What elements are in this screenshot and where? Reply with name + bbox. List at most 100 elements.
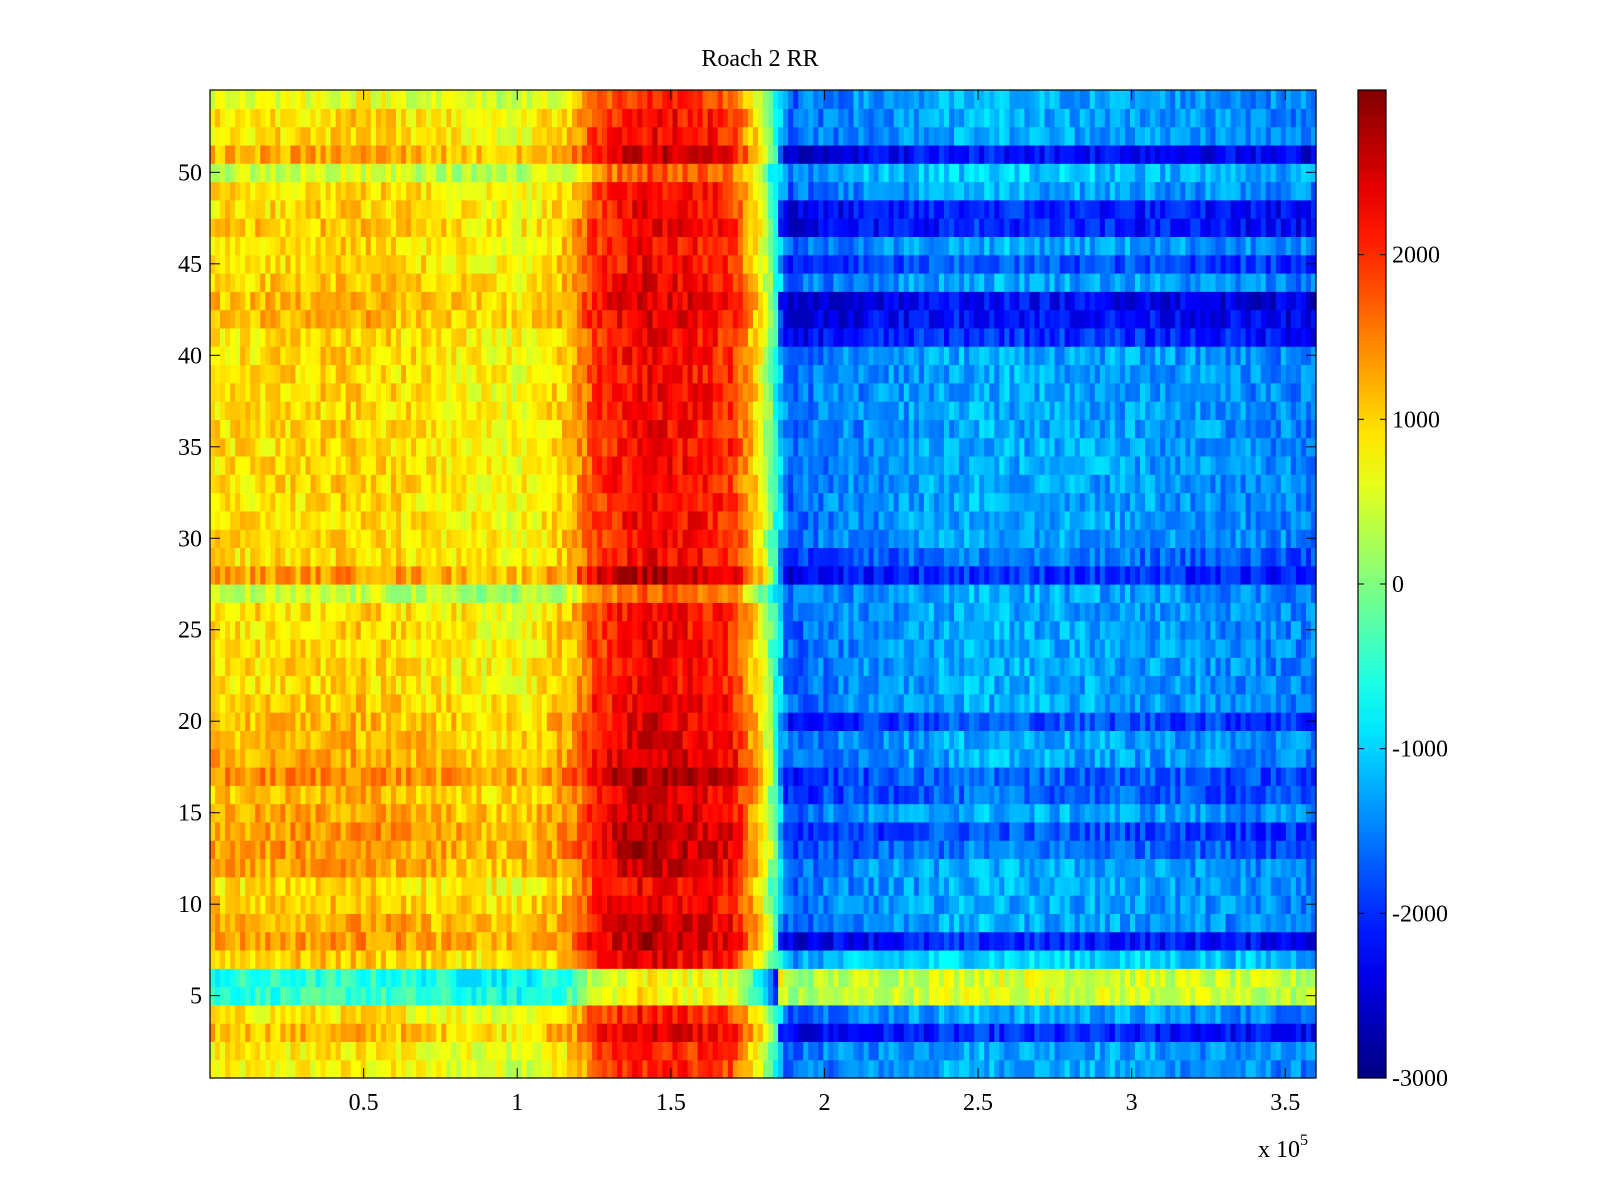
heatmap-cell bbox=[788, 1004, 794, 1024]
heatmap-cell bbox=[531, 876, 538, 896]
heatmap-cell bbox=[984, 876, 990, 896]
heatmap-cell bbox=[416, 913, 422, 933]
heatmap-cell bbox=[426, 1041, 432, 1061]
heatmap-cell bbox=[1004, 748, 1010, 768]
heatmap-cell bbox=[456, 1023, 462, 1043]
heatmap-cell bbox=[587, 913, 593, 933]
heatmap-cell bbox=[1225, 766, 1232, 786]
heatmap-cell bbox=[632, 657, 638, 677]
heatmap-cell bbox=[974, 895, 980, 914]
heatmap-cell bbox=[617, 913, 623, 933]
heatmap-cell bbox=[1300, 913, 1307, 933]
heatmap-cell bbox=[632, 785, 638, 805]
heatmap-cell bbox=[943, 657, 950, 677]
heatmap-cell bbox=[964, 895, 970, 914]
heatmap-cell bbox=[1170, 1059, 1176, 1079]
heatmap-cell bbox=[798, 785, 804, 805]
heatmap-cell bbox=[1195, 858, 1201, 878]
heatmap-cell bbox=[742, 840, 749, 860]
heatmap-cell bbox=[1240, 895, 1247, 914]
heatmap-cell bbox=[1190, 949, 1196, 969]
heatmap-cell bbox=[305, 712, 312, 731]
heatmap-cell bbox=[541, 1041, 548, 1061]
heatmap-cell bbox=[1034, 712, 1041, 731]
heatmap-cell bbox=[431, 657, 437, 677]
heatmap-cell bbox=[1129, 968, 1136, 988]
heatmap-cell bbox=[602, 785, 608, 805]
heatmap-cell bbox=[979, 1041, 985, 1061]
heatmap-cell bbox=[446, 821, 452, 841]
heatmap-cell bbox=[1124, 693, 1131, 713]
heatmap-cell bbox=[803, 803, 809, 823]
heatmap-cell bbox=[1034, 1041, 1041, 1061]
heatmap-cell bbox=[556, 803, 563, 823]
heatmap-cell bbox=[1114, 1023, 1121, 1043]
heatmap-cell bbox=[1265, 913, 1272, 933]
heatmap-cell bbox=[426, 693, 432, 713]
heatmap-cell bbox=[345, 895, 352, 914]
heatmap-cell bbox=[330, 712, 337, 731]
heatmap-cell bbox=[642, 876, 648, 896]
heatmap-cell bbox=[597, 657, 603, 677]
heatmap-cell bbox=[959, 766, 965, 786]
heatmap-cell bbox=[526, 876, 533, 896]
heatmap-cell bbox=[964, 931, 970, 951]
heatmap-cell bbox=[778, 693, 784, 713]
heatmap-cell bbox=[1084, 821, 1091, 841]
heatmap-cell bbox=[471, 766, 478, 786]
heatmap-cell bbox=[602, 1004, 608, 1024]
heatmap-cell bbox=[501, 693, 508, 713]
heatmap-cell bbox=[245, 840, 251, 860]
heatmap-cell bbox=[310, 986, 317, 1006]
heatmap-cell bbox=[863, 1023, 870, 1043]
heatmap-cell bbox=[727, 949, 734, 969]
heatmap-cell bbox=[747, 803, 754, 823]
heatmap-cell bbox=[1280, 730, 1287, 750]
heatmap-cell bbox=[838, 913, 845, 933]
heatmap-cell bbox=[345, 986, 352, 1006]
heatmap-cell bbox=[536, 730, 543, 750]
heatmap-cell bbox=[380, 986, 387, 1006]
heatmap-cell bbox=[526, 858, 533, 878]
heatmap-cell bbox=[1104, 1023, 1111, 1043]
heatmap-cell bbox=[556, 1023, 563, 1043]
heatmap-cell bbox=[1145, 821, 1151, 841]
heatmap-cell bbox=[697, 931, 704, 951]
heatmap-cell bbox=[637, 675, 643, 695]
heatmap-cell bbox=[300, 876, 307, 896]
heatmap-cell bbox=[1104, 821, 1111, 841]
heatmap-cell bbox=[451, 803, 457, 823]
heatmap-cell bbox=[476, 913, 483, 933]
heatmap-cell bbox=[1135, 949, 1141, 969]
heatmap-cell bbox=[1215, 840, 1222, 860]
heatmap-cell bbox=[752, 657, 759, 677]
heatmap-cell bbox=[722, 931, 729, 951]
heatmap-cell bbox=[461, 821, 467, 841]
heatmap-cell bbox=[712, 785, 719, 805]
heatmap-cell bbox=[551, 785, 558, 805]
heatmap-cell bbox=[1290, 895, 1297, 914]
heatmap-cell bbox=[370, 968, 377, 988]
heatmap-cell bbox=[773, 693, 779, 713]
heatmap-cell bbox=[390, 949, 397, 969]
heatmap-cell bbox=[989, 931, 995, 951]
heatmap-cell bbox=[1114, 712, 1121, 731]
heatmap-cell bbox=[431, 730, 437, 750]
heatmap-cell bbox=[984, 766, 990, 786]
heatmap-cell bbox=[1054, 803, 1061, 823]
heatmap-cell bbox=[385, 785, 392, 805]
heatmap-cell bbox=[1034, 693, 1041, 713]
heatmap-cell bbox=[964, 748, 970, 768]
heatmap-cell bbox=[431, 748, 437, 768]
heatmap-cell bbox=[1190, 803, 1196, 823]
heatmap-cell bbox=[1250, 876, 1257, 896]
heatmap-cell bbox=[717, 712, 724, 731]
heatmap-cell bbox=[1185, 913, 1191, 933]
heatmap-cell bbox=[315, 1023, 322, 1043]
heatmap-cell bbox=[949, 693, 955, 713]
heatmap-cell bbox=[516, 931, 523, 951]
heatmap-cell bbox=[954, 821, 960, 841]
heatmap-cell bbox=[270, 712, 276, 731]
heatmap-cell bbox=[411, 895, 417, 914]
heatmap-cell bbox=[521, 712, 528, 731]
